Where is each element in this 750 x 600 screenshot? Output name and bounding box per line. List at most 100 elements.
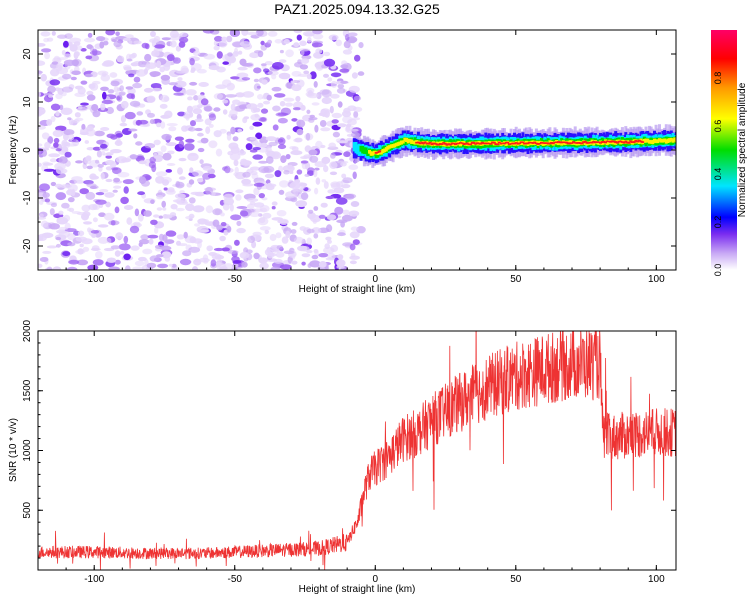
noise-cell	[101, 72, 107, 77]
signal-cell	[448, 144, 452, 146]
noise-cell	[277, 117, 288, 124]
noise-cell	[40, 73, 47, 82]
signal-cell	[430, 143, 434, 146]
noise-cell	[306, 73, 312, 80]
noise-cell	[313, 169, 318, 178]
noise-cell	[257, 102, 264, 108]
signal-cell	[501, 142, 505, 144]
signal-cell	[534, 142, 538, 145]
noise-cell	[318, 112, 325, 117]
signal-cell	[425, 142, 429, 145]
signal-cell	[373, 150, 376, 155]
noise-cell	[86, 90, 94, 96]
noise-cell	[275, 232, 282, 239]
noise-cell	[92, 217, 98, 223]
noise-cell	[293, 188, 299, 197]
noise-cell	[68, 134, 75, 141]
noise-cell	[326, 224, 333, 233]
noise-cell	[81, 123, 86, 130]
noise-cell	[60, 107, 73, 116]
noise-cell	[193, 95, 199, 101]
noise-cell	[186, 105, 193, 114]
noise-cell	[306, 228, 315, 234]
noise-cell	[337, 160, 349, 164]
noise-cell	[105, 166, 113, 171]
noise-cell	[66, 189, 75, 196]
noise-cell	[130, 62, 139, 67]
noise-cell	[340, 64, 349, 69]
spectrogram-y-axis: -20 -10 0 10 20	[22, 29, 676, 271]
signal-cell	[394, 142, 398, 147]
noise-cell	[64, 142, 71, 148]
noise-cell	[119, 122, 128, 127]
noise-cell	[299, 40, 307, 47]
noise-cell	[278, 72, 291, 80]
signal-cell	[524, 142, 528, 145]
signal-cell	[674, 139, 676, 143]
noise-cell	[165, 230, 177, 237]
signal-cell	[383, 148, 387, 153]
noise-cell	[144, 143, 156, 149]
noise-cell	[336, 140, 349, 144]
signal-cell	[605, 140, 609, 146]
signal-cell	[523, 142, 527, 145]
noise-cell	[296, 169, 303, 175]
noise-cell	[253, 83, 261, 91]
noise-cell	[354, 54, 361, 62]
noise-cell	[237, 128, 243, 133]
noise-cell	[156, 122, 162, 128]
noise-cell	[301, 253, 311, 258]
noise-cell	[171, 263, 177, 268]
noise-cell	[249, 125, 254, 130]
signal-cell	[572, 141, 575, 143]
signal-cell	[425, 140, 429, 144]
noise-cell	[64, 151, 72, 158]
noise-cell	[143, 87, 154, 93]
noise-cell	[111, 167, 119, 171]
signal-cell	[632, 141, 636, 144]
noise-cell	[255, 132, 263, 140]
signal-cell	[637, 139, 641, 144]
noise-cell	[176, 234, 185, 240]
noise-cell	[321, 179, 327, 183]
signal-cell	[548, 142, 552, 145]
noise-cell	[241, 178, 252, 185]
noise-cell	[264, 229, 270, 235]
noise-cell	[353, 95, 362, 101]
noise-cell	[194, 118, 204, 123]
noise-cell	[77, 86, 86, 95]
signal-cell	[415, 141, 419, 144]
noise-cell	[291, 118, 298, 122]
noise-cell	[120, 196, 129, 205]
noise-cell	[179, 32, 188, 38]
noise-cell	[101, 151, 106, 156]
noise-cell	[306, 87, 315, 94]
noise-cell	[161, 37, 171, 41]
signal-cell	[474, 143, 478, 145]
signal-cell	[445, 143, 449, 146]
noise-cell	[327, 252, 336, 260]
signal-cell	[637, 139, 641, 142]
noise-cell	[182, 250, 192, 257]
noise-cell	[279, 49, 284, 54]
noise-cell	[220, 222, 227, 227]
noise-cell	[284, 102, 294, 107]
signal-cell	[457, 142, 461, 145]
noise-cell	[95, 192, 105, 196]
noise-cell	[331, 119, 339, 124]
signal-cell	[595, 141, 599, 143]
noise-cell	[223, 197, 235, 206]
noise-cell	[40, 31, 51, 37]
signal-cell	[411, 140, 415, 144]
noise-cell	[38, 183, 51, 191]
signal-cell	[479, 142, 483, 145]
colorbar-tick-label: 0.4	[713, 168, 723, 181]
noise-cell	[293, 236, 304, 244]
noise-cell	[233, 159, 239, 167]
noise-cell	[272, 124, 279, 131]
noise-cell	[138, 242, 143, 248]
signal-cell	[534, 140, 538, 145]
noise-cell	[81, 204, 91, 212]
